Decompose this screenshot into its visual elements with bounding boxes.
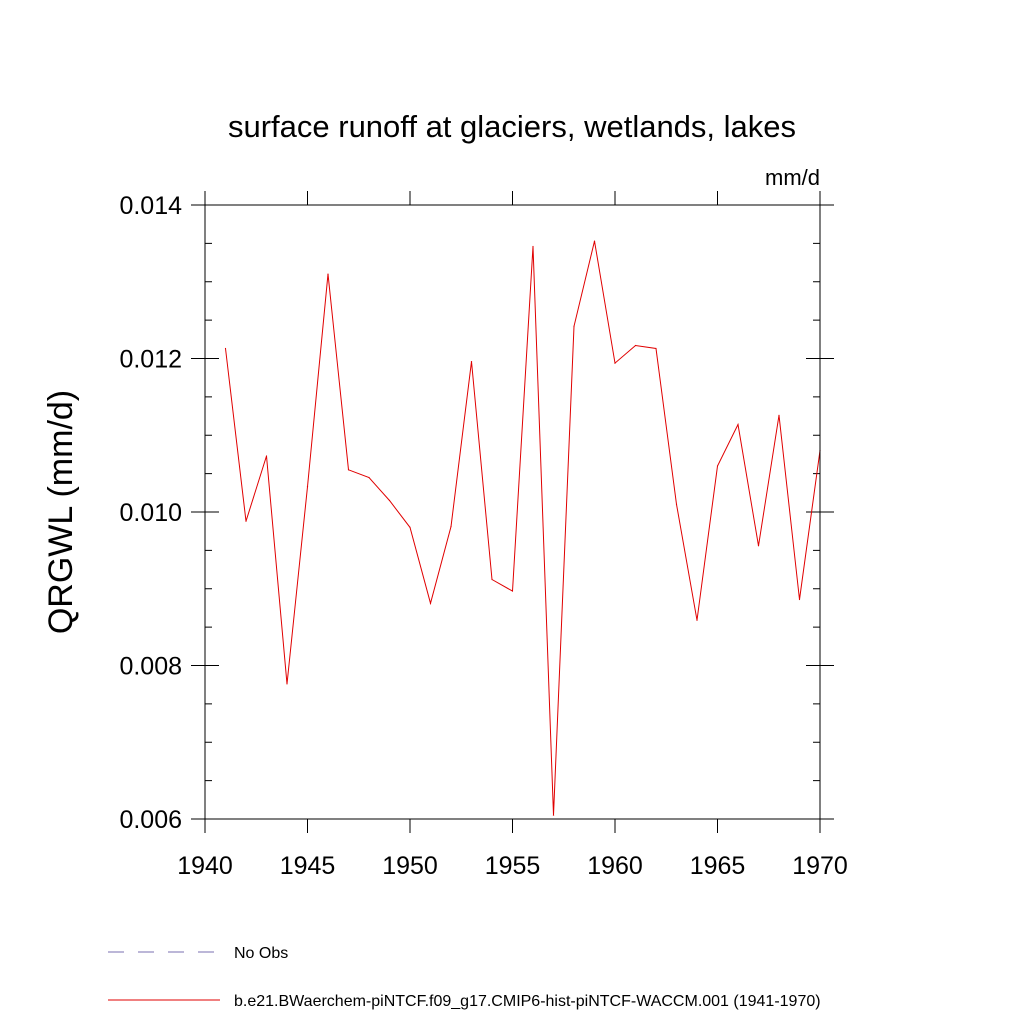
legend: No Obs b.e21.BWaerchem-piNTCF.f09_g17.CMI… [108, 945, 821, 1010]
data-point [757, 545, 760, 547]
tick-marks [191, 191, 834, 833]
x-tick-label: 1960 [587, 852, 643, 880]
data-point [716, 465, 719, 467]
data-point [327, 273, 329, 275]
data-point [265, 455, 268, 457]
data-point [696, 619, 698, 621]
data-point [470, 360, 473, 363]
data-point [429, 602, 432, 604]
data-point [778, 414, 780, 416]
x-tick-label: 1965 [690, 852, 746, 880]
x-tick-label: 1950 [382, 852, 438, 880]
data-point [511, 590, 514, 592]
data-point [593, 240, 596, 242]
data-point [388, 499, 391, 502]
legend-label: No Obs [234, 945, 288, 962]
x-tick-label: 1945 [280, 852, 336, 880]
x-tick-label: 1970 [792, 852, 848, 880]
data-point [655, 347, 657, 350]
data-point [245, 520, 247, 522]
legend-label: b.e21.BWaerchem-piNTCF.f09_g17.CMIP6-his… [234, 993, 821, 1010]
y-tick-label: 0.006 [119, 806, 182, 834]
y-tick-label: 0.012 [119, 346, 182, 374]
data-point [306, 486, 309, 488]
data-point [552, 814, 555, 816]
data-point [286, 683, 288, 685]
data-point [368, 476, 370, 479]
data-point [675, 503, 678, 505]
x-tick-label: 1940 [177, 852, 233, 880]
y-tick-label: 0.014 [119, 192, 182, 220]
x-tick-label: 1955 [485, 852, 541, 880]
plot-frame [204, 204, 821, 820]
data-point [634, 344, 637, 347]
series-lines [224, 240, 821, 816]
data-point [798, 598, 801, 601]
units-label: mm/d [765, 165, 820, 190]
data-point [491, 578, 493, 581]
y-tick-labels: 0.006 0.008 0.010 0.012 0.014 [119, 192, 182, 834]
data-point [347, 469, 350, 471]
data-point [409, 526, 411, 528]
y-tick-label: 0.008 [119, 653, 182, 681]
chart-title: surface runoff at glaciers, wetlands, la… [228, 109, 796, 144]
data-point [224, 347, 227, 350]
x-tick-labels: 1940 1945 1950 1955 1960 1965 1970 [177, 852, 848, 880]
data-point [450, 525, 452, 528]
y-axis-label: QRGWL (mm/d) [42, 390, 80, 634]
data-point [614, 362, 616, 364]
y-tick-label: 0.010 [119, 499, 182, 527]
data-point [573, 325, 575, 327]
data-point [737, 423, 739, 426]
series-line [225, 240, 821, 816]
data-point [532, 245, 534, 248]
